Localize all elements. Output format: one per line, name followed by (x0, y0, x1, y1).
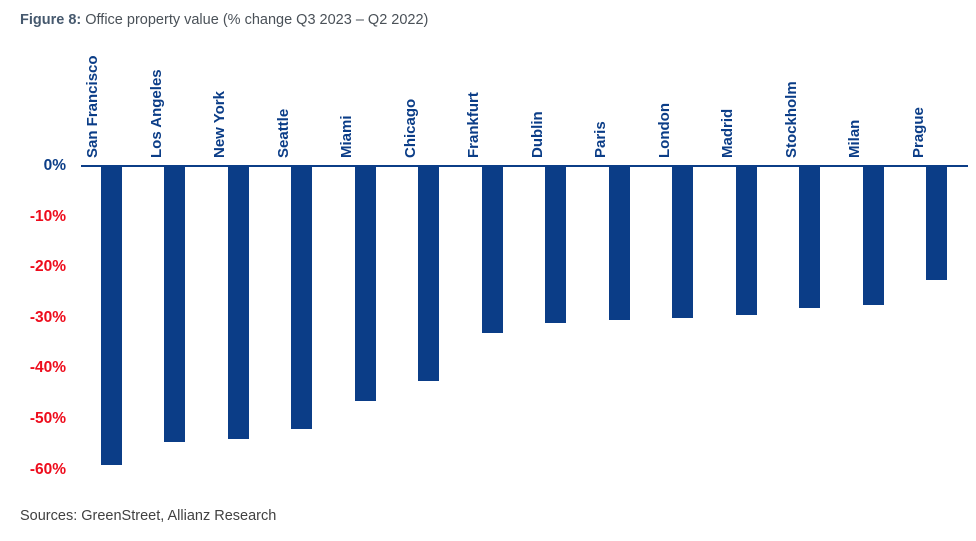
bar-los-angeles (164, 166, 185, 442)
category-label-miami: Miami (338, 115, 355, 158)
bar-milan (862, 166, 884, 306)
category-label-new-york: New York (211, 91, 228, 158)
category-label-seattle: Seattle (274, 108, 292, 158)
y-tick-label--50: -50% (29, 410, 66, 427)
category-label-stockholm: Stockholm (782, 81, 800, 158)
category-label-london: London (655, 103, 673, 158)
y-tick-label--20: -20% (29, 258, 66, 276)
category-label-frankfurt: Frankfurt (465, 92, 482, 158)
figure-title: Figure 8: Office property value (% chang… (20, 10, 428, 30)
bar-new-york (227, 166, 249, 440)
x-axis-zero-line (81, 165, 968, 167)
bar-dublin (545, 166, 566, 323)
bar-frankfurt (481, 166, 503, 333)
y-tick-label--10: -10% (29, 207, 66, 225)
bar-stockholm (799, 166, 820, 308)
sources-line: Sources: GreenStreet, Allianz Research (20, 508, 277, 524)
bar-prague (926, 166, 947, 280)
bar-london (672, 166, 693, 318)
figure-caption: Office property value (% change Q3 2023 … (81, 12, 429, 28)
category-label-madrid: Madrid (719, 108, 736, 158)
bar-paris (608, 166, 630, 321)
y-tick-label-0: 0% (43, 157, 66, 174)
y-tick-label--30: -30% (29, 308, 66, 326)
bar-san-francisco (100, 166, 122, 465)
bar-madrid (735, 166, 757, 316)
category-label-milan: Milan (846, 119, 863, 158)
category-label-chicago: Chicago (401, 98, 419, 158)
bar-seattle (291, 166, 312, 430)
y-tick-label--40: -40% (29, 359, 66, 377)
bar-miami (354, 166, 376, 402)
figure-number-label: Figure 8: (20, 12, 82, 28)
category-label-san-francisco: San Francisco (84, 55, 101, 158)
bar-chicago (418, 166, 439, 382)
category-label-paris: Paris (592, 121, 609, 158)
category-label-dublin: Dublin (528, 111, 546, 158)
y-tick-label--60: -60% (29, 460, 66, 478)
category-label-prague: Prague (909, 107, 927, 158)
category-label-los-angeles: Los Angeles (147, 69, 165, 158)
